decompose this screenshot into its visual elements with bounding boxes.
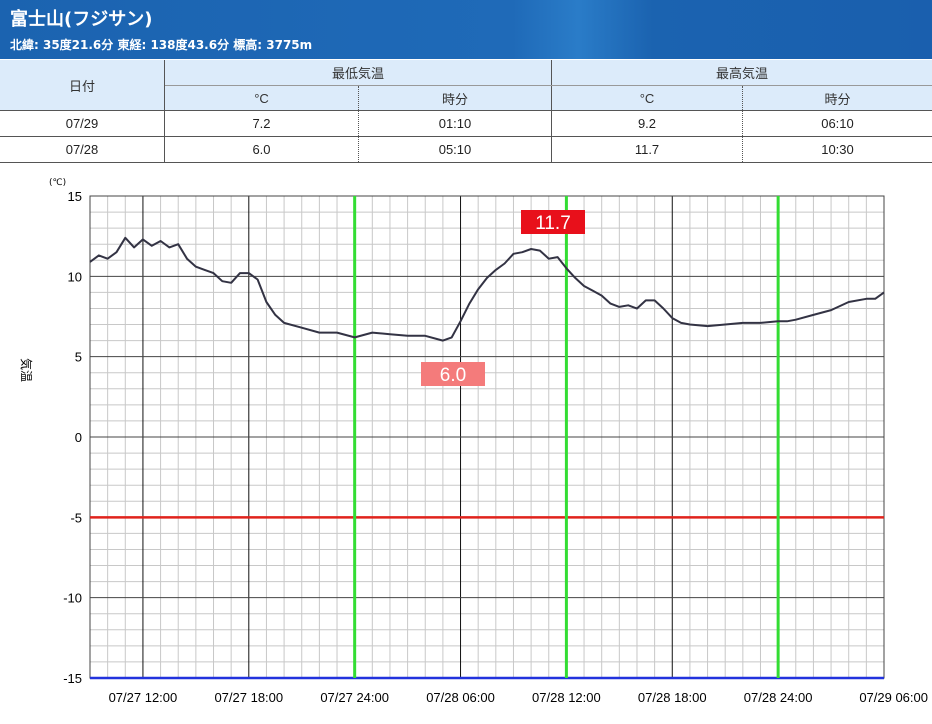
major-grid — [89, 195, 885, 679]
annotation-box — [421, 362, 485, 386]
row-min: 7.2 — [164, 110, 359, 137]
row-min: 6.0 — [164, 136, 359, 163]
x-tick-label: 07/27 18:00 — [214, 690, 283, 705]
row-max: 11.7 — [551, 136, 743, 163]
row-max-time: 06:10 — [742, 110, 932, 137]
x-tick-label: 07/28 24:00 — [744, 690, 813, 705]
row-max: 9.2 — [551, 110, 743, 137]
y-unit-label: (℃) — [49, 178, 66, 188]
annotation-box — [521, 210, 585, 234]
x-tick-label: 07/29 06:00 — [859, 690, 928, 705]
x-tick-label: 07/28 18:00 — [638, 690, 707, 705]
min-unit-header: °C — [164, 85, 359, 111]
row-min-time: 01:10 — [358, 110, 552, 137]
max-temp-header: 最高気温 — [551, 60, 932, 86]
y-tick-label: 0 — [75, 430, 82, 445]
y-tick-label: -15 — [63, 671, 82, 686]
x-tick-label: 07/28 06:00 — [426, 690, 495, 705]
annotations: 11.7 6.0 — [421, 210, 585, 386]
date-header: 日付 — [0, 60, 165, 111]
temperature-chart: 15 10 5 0 -5 -10 -15 07/27 12:00 07/27 18:00 07/2… — [19, 178, 928, 705]
tick-labels: 15 10 5 0 -5 -10 -15 07/27 12:00 07/27 18:00 07/2… — [63, 189, 928, 705]
series-group — [89, 236, 885, 342]
y-tick-label: -10 — [63, 591, 82, 606]
station-location: 北緯: 35度21.6分 東経: 138度43.6分 標高: 3775m — [10, 38, 313, 52]
station-name: 富士山(フジサン) — [10, 9, 153, 30]
min-time-header: 時分 — [358, 85, 552, 111]
y-tick-label: 15 — [68, 189, 82, 204]
row-date: 07/29 — [0, 110, 165, 137]
table-row: 07/28 6.0 05:10 11.7 10:30 — [0, 136, 932, 163]
max-unit-header: °C — [551, 85, 743, 111]
table-row: 07/29 7.2 01:10 9.2 06:10 — [0, 110, 932, 137]
annotation-label: 6.0 — [440, 365, 466, 386]
temperature-summary-table: 日付 最低気温 最高気温 °C 時分 °C 時分 07/29 7.2 01:10… — [0, 60, 932, 163]
y-tick-label: 10 — [68, 269, 82, 284]
row-date: 07/28 — [0, 136, 165, 163]
max-time-header: 時分 — [742, 85, 932, 111]
station-header: 富士山(フジサン) 北緯: 35度21.6分 東経: 138度43.6分 標高:… — [0, 0, 932, 59]
row-min-time: 05:10 — [358, 136, 552, 163]
x-tick-label: 07/27 24:00 — [320, 690, 389, 705]
y-axis-label: 気温 — [19, 358, 34, 382]
y-tick-label: 5 — [75, 350, 82, 365]
y-tick-label: -5 — [70, 510, 82, 525]
x-tick-label: 07/28 12:00 — [532, 690, 601, 705]
row-max-time: 10:30 — [742, 136, 932, 163]
reference-lines — [90, 196, 884, 680]
min-temp-header: 最低気温 — [164, 60, 552, 86]
temperature-line — [89, 236, 885, 342]
x-tick-label: 07/27 12:00 — [109, 690, 178, 705]
annotation-label: 11.7 — [535, 213, 571, 234]
